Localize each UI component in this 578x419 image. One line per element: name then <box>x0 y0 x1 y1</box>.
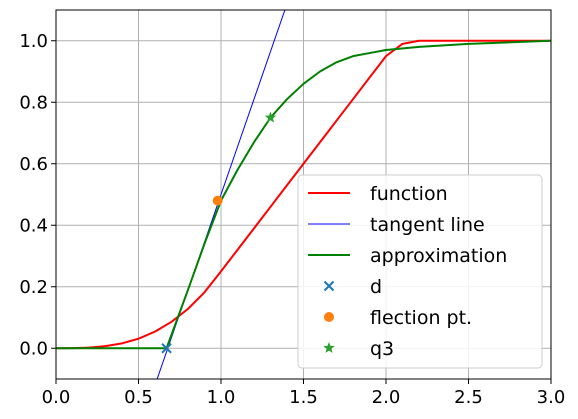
y-tick-label: 0.0 <box>19 338 48 359</box>
legend-swatch <box>324 312 334 322</box>
legend-item-function: function <box>308 183 448 205</box>
x-tick-label: 1.5 <box>289 387 318 408</box>
legend-label: tangent line <box>370 214 485 236</box>
y-tick-label: 0.4 <box>19 215 48 236</box>
legend-label: function <box>370 183 448 205</box>
point-q3 <box>264 111 277 123</box>
series-line-approximation <box>56 39 551 350</box>
y-tick-label: 0.2 <box>19 277 48 298</box>
x-tick-label: 0.0 <box>42 387 71 408</box>
series-layer <box>56 10 551 379</box>
legend-label: d <box>370 276 382 298</box>
legend-item-flection-pt: flection pt. <box>324 307 472 329</box>
legend-box <box>297 174 543 369</box>
x-tick-label: 2.5 <box>454 387 483 408</box>
legend-item-q3: q3 <box>323 338 394 360</box>
y-tick-label: 0.6 <box>19 154 48 175</box>
x-tick-label: 0.5 <box>124 387 153 408</box>
legend-label: q3 <box>370 338 394 360</box>
legend-swatch <box>323 342 335 353</box>
legend: function tangent line approximation d flecti… <box>297 174 543 369</box>
y-tick-label: 0.8 <box>19 92 48 113</box>
tick-labels: 0.0 0.5 1.0 1.5 2.0 2.5 3.0 0.0 0.2 0.4 0.6 0.8 1.0 <box>19 31 565 408</box>
legend-item-d: d <box>323 276 382 298</box>
legend-item-approximation: approximation <box>308 245 507 267</box>
legend-label: approximation <box>370 245 507 267</box>
legend-swatch <box>323 280 335 292</box>
point-flection-pt <box>212 195 223 206</box>
point-d <box>161 343 172 354</box>
x-tick-label: 3.0 <box>537 387 566 408</box>
legend-item-tangent-line: tangent line <box>308 214 485 236</box>
series-line-function <box>56 39 551 350</box>
x-tick-label: 2.0 <box>372 387 401 408</box>
axes-frame <box>51 9 552 384</box>
y-tick-label: 1.0 <box>19 31 48 52</box>
x-tick-label: 1.0 <box>207 387 236 408</box>
legend-label: flection pt. <box>370 307 472 329</box>
